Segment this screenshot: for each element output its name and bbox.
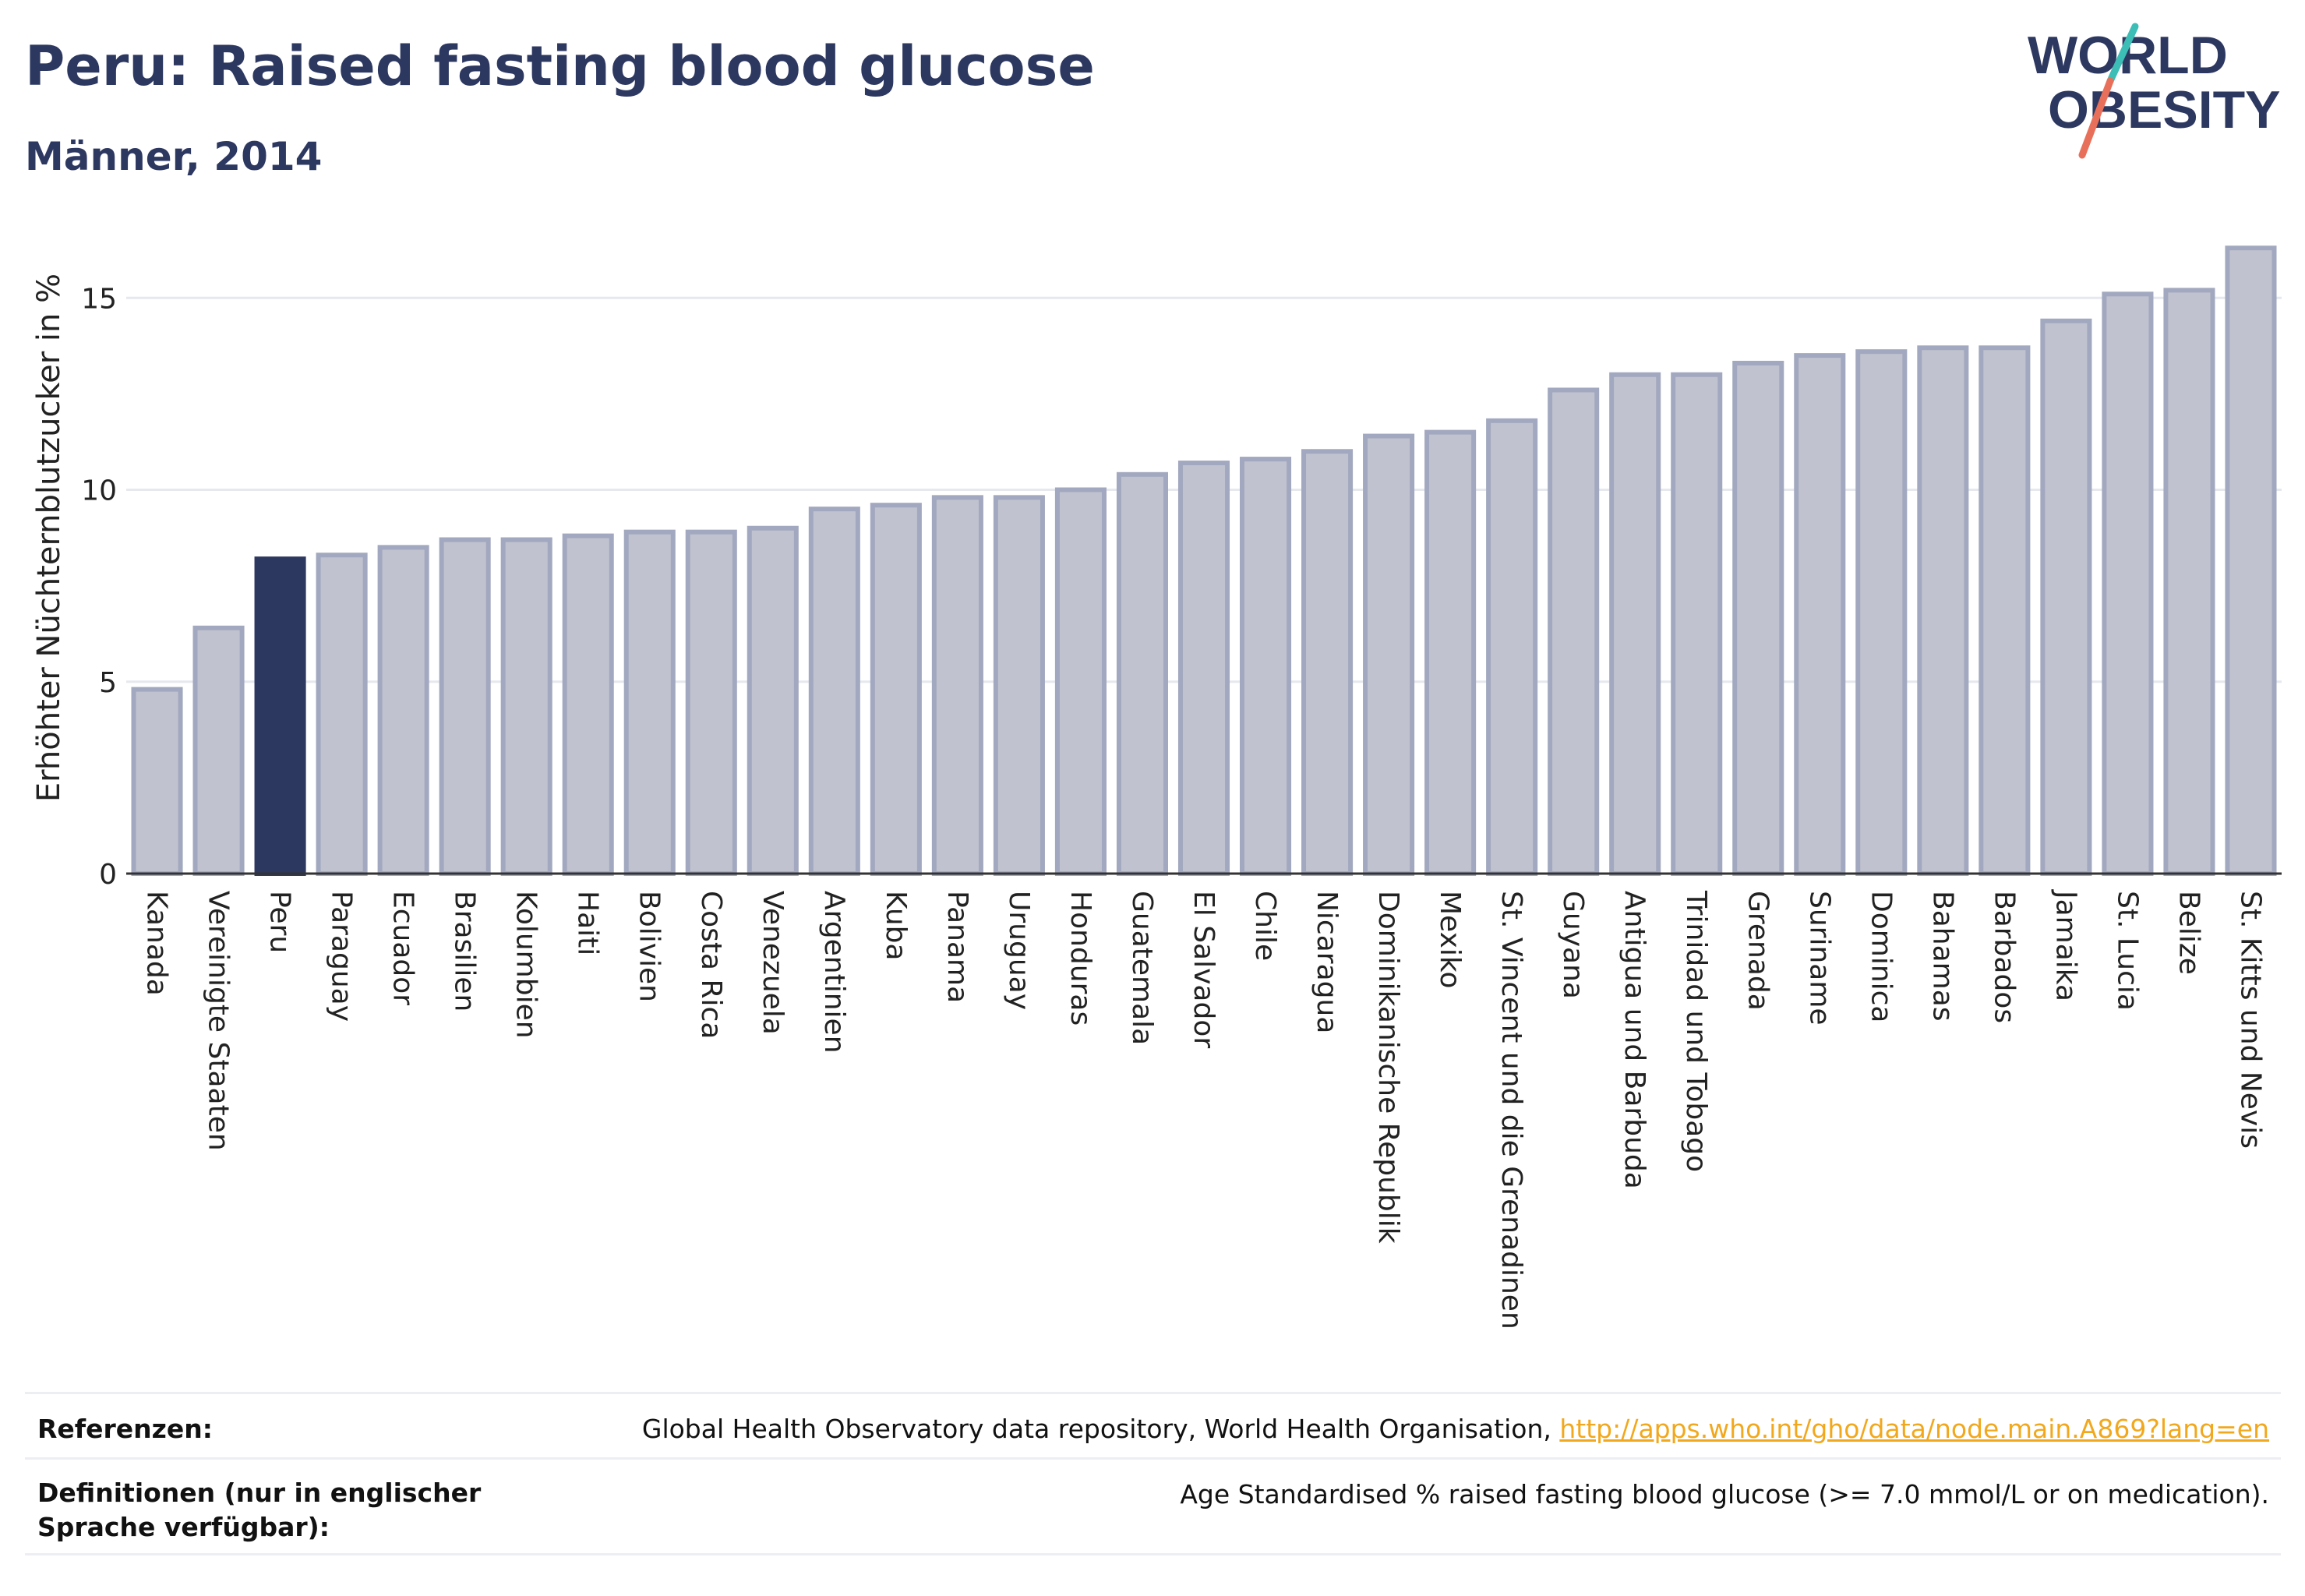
definitions-label: Definitionen (nur in englischer Sprache … <box>37 1478 482 1542</box>
bar <box>439 537 491 877</box>
bar <box>1978 345 2031 876</box>
y-axis-ticks: 0 5 10 15 <box>81 283 117 891</box>
bar <box>1855 349 1908 876</box>
references-value: Global Health Observatory data repositor… <box>642 1412 2269 1446</box>
x-tick-label: St. Vincent und die Grenadinen <box>1495 891 1527 1329</box>
bar <box>2163 288 2215 876</box>
y-tick-label: 15 <box>81 283 117 315</box>
bar <box>1177 461 1230 876</box>
bar <box>1609 372 1661 876</box>
x-tick-label: Costa Rica <box>695 891 727 1039</box>
footer-divider-top <box>25 1392 2281 1394</box>
bar <box>1486 418 1538 876</box>
bar <box>500 537 552 877</box>
x-tick-label: Guyana <box>1557 891 1589 999</box>
bar <box>1671 372 1723 876</box>
x-tick-label: Argentinien <box>818 891 850 1054</box>
bar <box>1794 353 1846 876</box>
y-tick-label: 5 <box>99 667 117 699</box>
x-tick-label: Panama <box>941 891 973 1003</box>
x-tick-label: Paraguay <box>326 891 358 1022</box>
bar <box>623 529 676 876</box>
x-tick-label: Bahamas <box>1926 891 1958 1022</box>
x-tick-label: Dominikanische Republik <box>1372 891 1404 1244</box>
bar <box>2040 318 2092 876</box>
bar <box>993 495 1045 876</box>
x-tick-label: Suriname <box>1803 891 1835 1026</box>
x-tick-label: Trinidad und Tobago <box>1680 890 1712 1172</box>
x-tick-label: Antigua und Barbuda <box>1618 891 1650 1189</box>
bar <box>1548 387 1600 876</box>
references-label: Referenzen: <box>37 1414 213 1444</box>
bar <box>1732 360 1784 877</box>
x-axis-ticks: Kanada Vereinigte Staaten Peru Paraguay Ecua… <box>141 889 2267 1329</box>
x-tick-label: St. Kitts und Nevis <box>2234 891 2266 1149</box>
world-obesity-logo: WORLD OBESITY <box>2028 23 2281 159</box>
x-tick-label: Kuba <box>880 891 912 961</box>
x-tick-label: Nicaragua <box>1311 891 1343 1033</box>
bar <box>1917 345 1969 876</box>
definitions-value: Age Standardised % raised fasting blood … <box>1180 1479 2269 1509</box>
x-tick-label: Haiti <box>572 891 604 955</box>
x-tick-label: Jamaika <box>2049 889 2081 1001</box>
bar <box>377 545 429 876</box>
bar <box>562 533 614 876</box>
x-tick-label: Guatemala <box>1126 891 1158 1045</box>
bar <box>2102 291 2154 876</box>
page-subtitle: Männer, 2014 <box>25 134 323 179</box>
x-tick-label: St. Lucia <box>2111 891 2143 1011</box>
footer-divider-middle <box>25 1457 2281 1460</box>
bar <box>931 495 983 876</box>
bar <box>2225 245 2277 877</box>
bar <box>1116 471 1169 876</box>
x-tick-label: Peru <box>264 891 296 953</box>
x-tick-label: Barbados <box>1988 891 2020 1023</box>
bar <box>1239 457 1292 876</box>
y-tick-label: 10 <box>81 475 117 507</box>
x-tick-label: Belize <box>2173 891 2204 975</box>
x-tick-label: Mexiko <box>1434 891 1466 988</box>
x-tick-label: Grenada <box>1742 891 1774 1011</box>
x-tick-label: Honduras <box>1064 891 1096 1026</box>
x-tick-label: Bolivien <box>634 891 665 1002</box>
bar-chart: 0 5 10 15 Kanada Vereinigte Staaten Peru Parag… <box>31 245 2282 1329</box>
bar <box>808 507 860 876</box>
bar <box>316 553 368 876</box>
x-tick-label: Venezuela <box>757 891 789 1035</box>
bar <box>1424 429 1477 876</box>
logo-slash-bottom-icon <box>2078 77 2114 159</box>
bar <box>254 556 306 877</box>
bar <box>685 529 737 876</box>
bar <box>192 625 245 876</box>
references-text: Global Health Observatory data repositor… <box>641 1414 1560 1444</box>
x-tick-label: Kolumbien <box>510 891 542 1039</box>
footer-divider-bottom <box>25 1553 2281 1555</box>
x-tick-label: Ecuador <box>387 891 419 1005</box>
logo-text-obesity: OBESITY <box>2048 80 2281 139</box>
x-tick-label: Kanada <box>141 891 173 996</box>
logo-slash-top-icon <box>2106 23 2139 85</box>
x-tick-label: Vereinigte Staaten <box>203 891 235 1151</box>
references-link[interactable]: http://apps.who.int/gho/data/node.main.A… <box>1559 1414 2269 1444</box>
x-tick-label: Brasilien <box>449 891 481 1012</box>
x-tick-label: El Salvador <box>1188 891 1220 1048</box>
y-axis-label: Erhöhter Nüchternblutzucker in % <box>31 274 67 802</box>
bar <box>870 503 922 876</box>
page-title: Peru: Raised fasting blood glucose <box>25 34 1095 98</box>
y-tick-label: 0 <box>99 859 117 891</box>
bar <box>1054 487 1107 876</box>
bar <box>1301 449 1354 876</box>
bar <box>747 525 799 876</box>
bar <box>1363 433 1415 876</box>
x-tick-label: Dominica <box>1865 891 1897 1023</box>
x-tick-label: Chile <box>1249 891 1281 961</box>
bar <box>131 687 183 876</box>
x-tick-label: Uruguay <box>1003 891 1035 1010</box>
chart-bars <box>131 245 2277 877</box>
